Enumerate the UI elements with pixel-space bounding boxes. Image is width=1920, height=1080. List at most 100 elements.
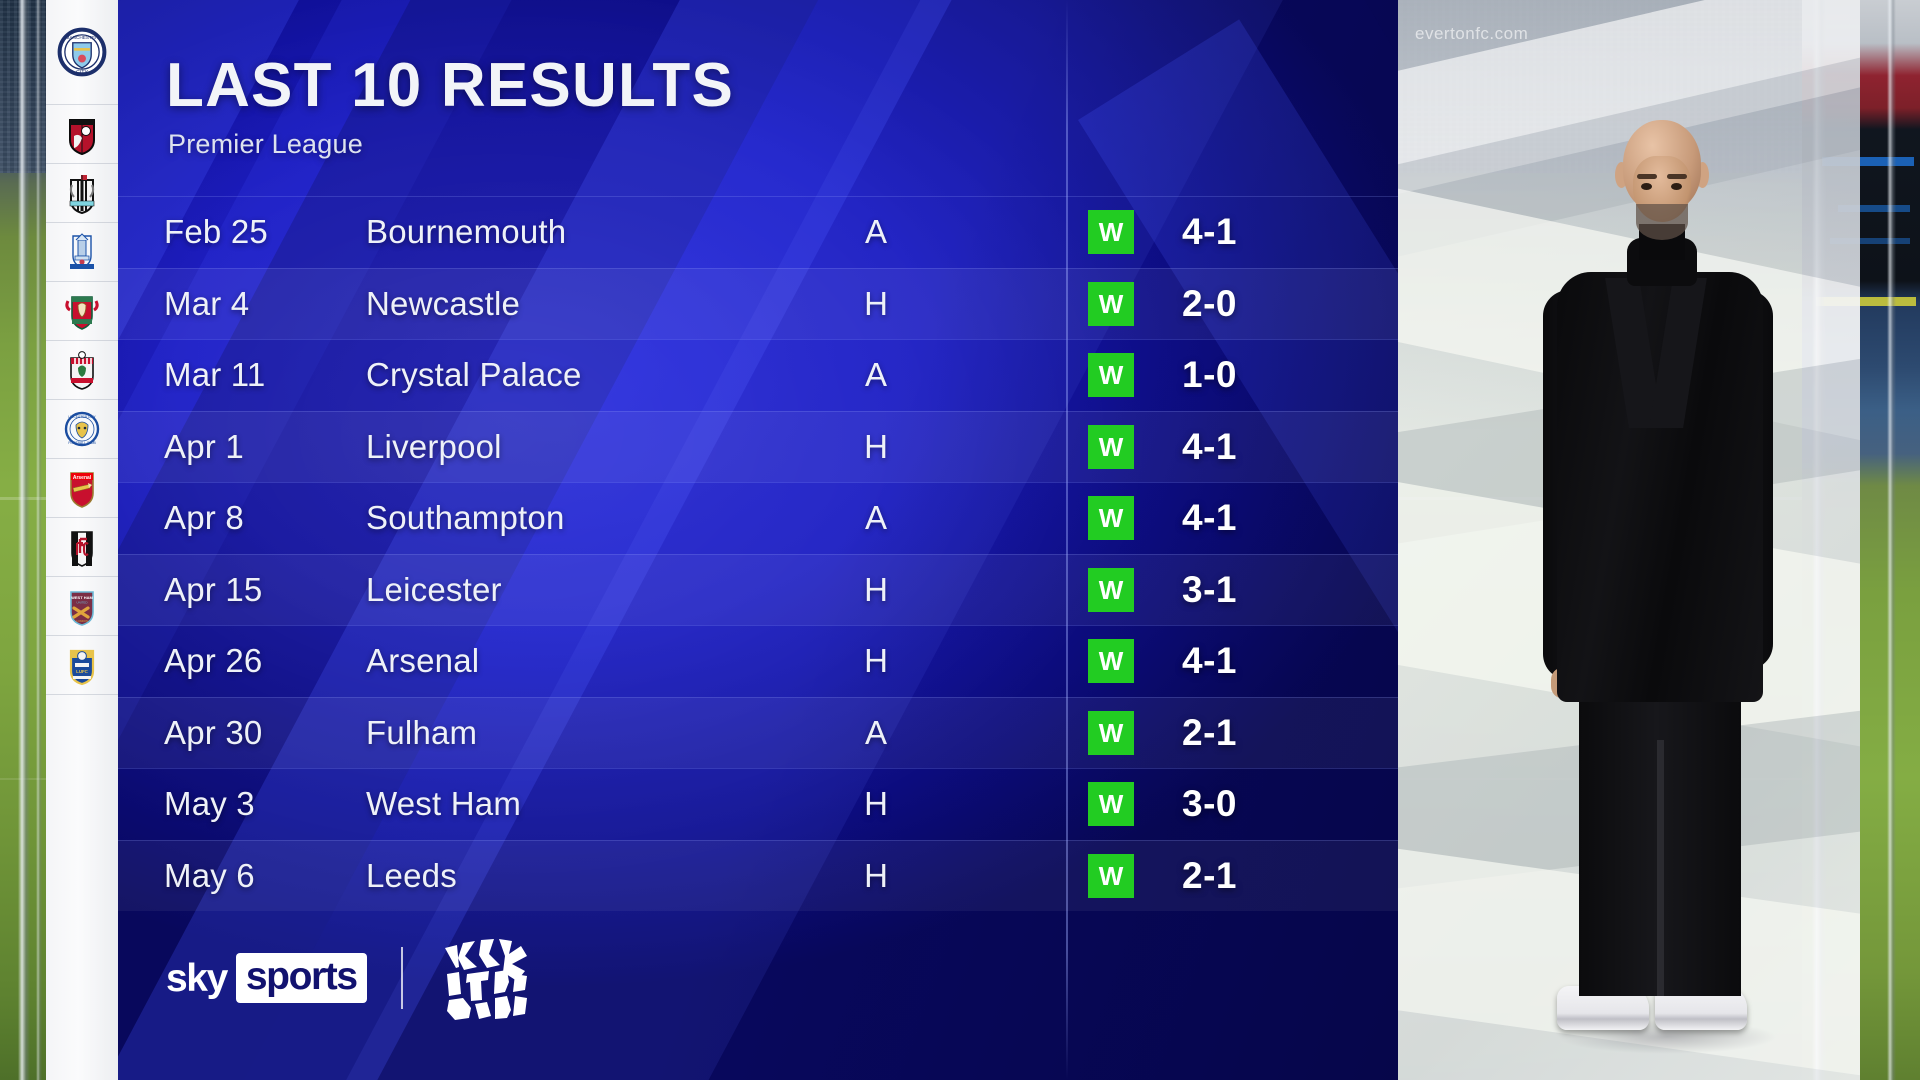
outcome-badge: W [1088, 639, 1134, 684]
crest-cell-manchester-city[interactable]: MANCHESTER CITY [46, 0, 118, 105]
venue-indicator: H [864, 785, 888, 823]
scoreboard-row [1822, 156, 1914, 166]
svg-text:LUFC: LUFC [76, 669, 89, 674]
svg-text:Arsenal: Arsenal [73, 475, 92, 481]
fulham-crest [62, 525, 102, 569]
match-date: May 6 [164, 856, 255, 894]
match-score: 2-1 [1182, 854, 1237, 896]
table-row: May 3 West Ham H W 3-0 [118, 768, 1398, 840]
match-date: Apr 26 [164, 642, 263, 680]
crest-cell-arsenal[interactable]: Arsenal [46, 459, 118, 518]
header-block: LAST 10 RESULTS Premier League [166, 55, 734, 158]
arsenal-crest: Arsenal [62, 466, 102, 510]
result-cell: W [1066, 424, 1156, 469]
crest-cell-liverpool[interactable] [46, 282, 118, 341]
outcome-badge: W [1088, 710, 1134, 755]
venue-indicator: H [864, 642, 888, 680]
opponent-name: Liverpool [366, 427, 502, 465]
venue-indicator: H [864, 856, 888, 894]
match-score: 3-1 [1182, 568, 1237, 610]
svg-text:FOOTBALL CLUB: FOOTBALL CLUB [68, 441, 96, 445]
crest-cell-southampton[interactable] [46, 341, 118, 400]
result-cell: W [1066, 353, 1156, 398]
kick-it-out-logo [437, 934, 533, 1022]
camera-post [1887, 0, 1896, 1080]
results-table: Feb 25 Bournemouth A W 4-1 Mar 4 Newcastle H W 2-… [118, 196, 1398, 911]
crest-cell-crystal-palace[interactable] [46, 223, 118, 282]
venue-indicator: A [864, 499, 887, 537]
liverpool-crest [62, 289, 102, 333]
west-ham-crest: WEST HAM UNITED LONDON [62, 584, 102, 628]
bournemouth-crest [62, 112, 102, 156]
outcome-badge: W [1088, 853, 1134, 898]
board-vignette [118, 0, 1398, 1080]
table-row: Apr 15 Leicester H W 3-1 [118, 553, 1398, 625]
result-cell: W [1066, 496, 1156, 541]
table-row: Mar 11 Crystal Palace A W 1-0 [118, 339, 1398, 411]
eyebrow [1637, 174, 1657, 179]
column-divider [1066, 0, 1068, 1080]
manchester-city-crest: MANCHESTER CITY [55, 23, 109, 81]
manager-photo [1505, 120, 1805, 1054]
eye [1641, 183, 1652, 190]
venue-indicator: H [864, 570, 888, 608]
table-row: Apr 26 Arsenal H W 4-1 [118, 625, 1398, 697]
match-date: Apr 1 [164, 427, 244, 465]
venue-indicator: A [864, 356, 887, 394]
table-row: Mar 4 Newcastle H W 2-0 [118, 267, 1398, 339]
backdrop-url-text: evertonfc.com [1415, 24, 1529, 43]
match-date: Apr 8 [164, 499, 244, 537]
sky-wordmark: sky [166, 956, 228, 1000]
trouser-seam [1657, 740, 1664, 996]
table-row: Feb 25 Bournemouth A W 4-1 [118, 196, 1398, 268]
crystal-palace-crest [62, 230, 102, 274]
eyebrow [1667, 174, 1687, 179]
page-title: LAST 10 RESULTS [166, 51, 735, 120]
result-cell: W [1066, 853, 1156, 898]
svg-text:WEST HAM: WEST HAM [71, 595, 93, 600]
match-score: 4-1 [1182, 497, 1237, 539]
opponent-name: Arsenal [366, 642, 480, 680]
beard [1636, 204, 1688, 240]
sports-wordmark: sports [235, 953, 367, 1003]
venue-indicator: A [864, 213, 887, 251]
crest-cell-leeds[interactable]: LUFC [46, 636, 118, 695]
crest-cell-bournemouth[interactable] [46, 105, 118, 164]
result-cell: W [1066, 210, 1156, 255]
opponent-name: Fulham [366, 713, 478, 751]
opponent-name: Bournemouth [366, 213, 567, 251]
result-cell: W [1066, 567, 1156, 612]
leeds-crest: LUFC [62, 643, 102, 687]
match-score: 4-1 [1182, 211, 1237, 253]
opponent-name: Leicester [366, 570, 502, 608]
match-score: 4-1 [1182, 425, 1237, 467]
newcastle-crest [62, 171, 102, 215]
venue-indicator: A [864, 713, 887, 751]
svg-text:LEICESTER CITY: LEICESTER CITY [68, 415, 96, 419]
match-score: 2-0 [1182, 282, 1237, 324]
footer-logos: sky sports [166, 934, 533, 1022]
svg-text:UNITED: UNITED [76, 601, 88, 605]
outcome-badge: W [1088, 782, 1134, 827]
result-cell: W [1066, 710, 1156, 755]
svg-text:LONDON: LONDON [76, 619, 88, 623]
page-subtitle: Premier League [168, 129, 363, 159]
match-score: 4-1 [1182, 640, 1237, 682]
outcome-badge: W [1088, 210, 1134, 255]
opponent-name: Leeds [366, 856, 457, 894]
team-crest-rail: MANCHESTER CITY LEICESTER CITY FOOTBALL CLU… [46, 0, 118, 1080]
trousers [1579, 666, 1741, 996]
crest-cell-newcastle[interactable] [46, 164, 118, 223]
table-row: Apr 1 Liverpool H W 4-1 [118, 410, 1398, 482]
match-date: Apr 15 [164, 570, 263, 608]
opponent-name: Newcastle [366, 284, 521, 322]
table-row: Apr 8 Southampton A W 4-1 [118, 482, 1398, 554]
crest-cell-leicester[interactable]: LEICESTER CITY FOOTBALL CLUB [46, 400, 118, 459]
result-cell: W [1066, 782, 1156, 827]
table-row: May 6 Leeds H W 2-1 [118, 839, 1398, 911]
match-score: 2-1 [1182, 711, 1237, 753]
match-date: Apr 30 [164, 713, 263, 751]
crest-cell-west-ham[interactable]: WEST HAM UNITED LONDON [46, 577, 118, 636]
crest-cell-fulham[interactable] [46, 518, 118, 577]
outcome-badge: W [1088, 496, 1134, 541]
